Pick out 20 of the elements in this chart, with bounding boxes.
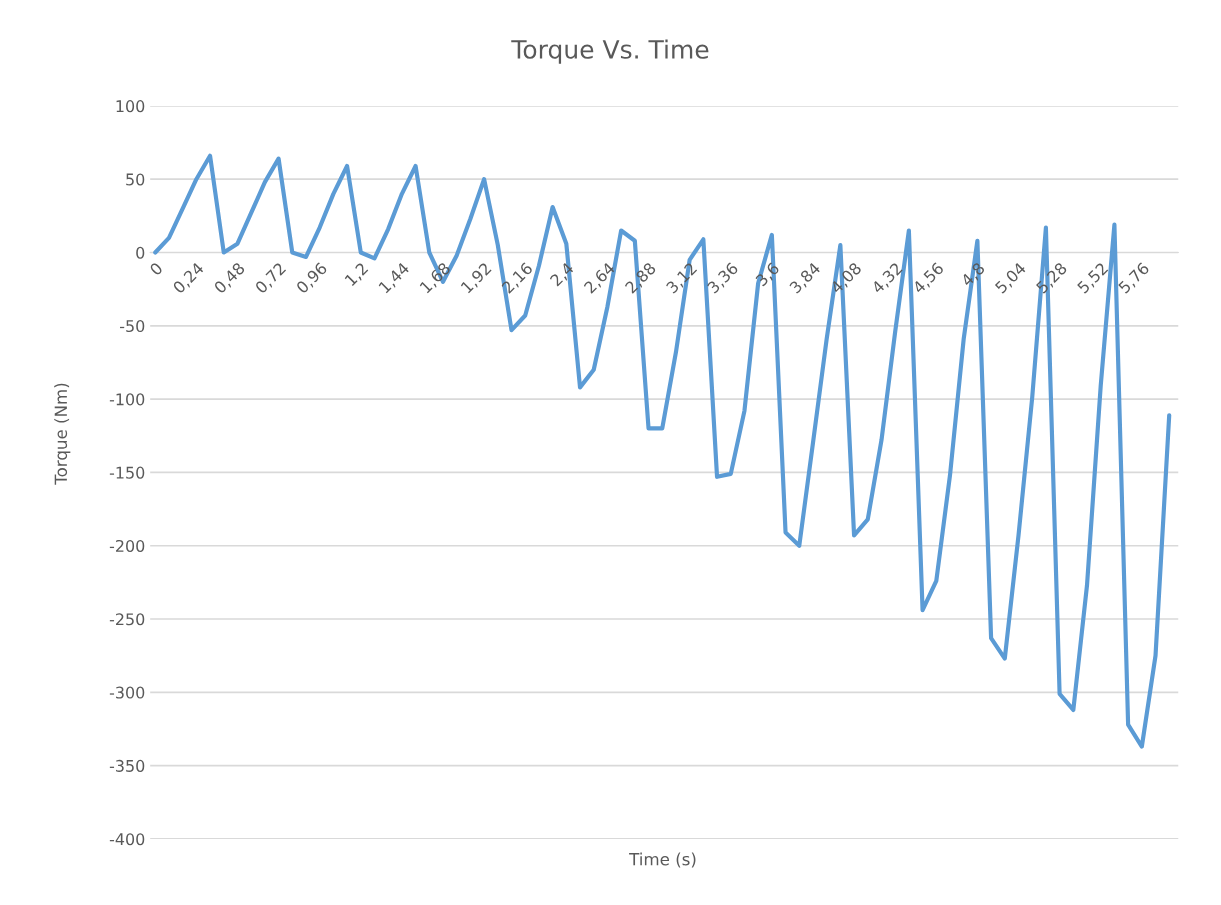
chart-title: Torque Vs. Time: [511, 39, 709, 64]
x-tick-label: 4,8: [960, 261, 987, 289]
y-tick-label: -200: [109, 539, 145, 553]
x-tick-label: 2,4: [549, 261, 576, 288]
y-tick-label: 0: [136, 246, 145, 259]
y-tick-label: -400: [109, 833, 145, 846]
line-series: [153, 153, 1172, 749]
x-tick-label: 3,6: [754, 261, 782, 288]
y-tick-label: -250: [109, 613, 145, 626]
y-tick-label: -350: [109, 759, 145, 772]
y-tick-label: 50: [126, 173, 145, 186]
y-axis-title: Torque (Nm): [54, 383, 71, 485]
y-tick-label: -150: [109, 466, 145, 479]
x-axis-title: Time (s): [629, 852, 696, 868]
y-tick-label: -50: [120, 320, 145, 333]
y-tick-label: -300: [109, 686, 145, 699]
x-tick-label: 0: [149, 261, 164, 277]
y-tick-label: 100: [116, 100, 145, 113]
y-tick-label: -100: [109, 393, 145, 406]
x-tick-label: 1,2: [344, 262, 370, 288]
